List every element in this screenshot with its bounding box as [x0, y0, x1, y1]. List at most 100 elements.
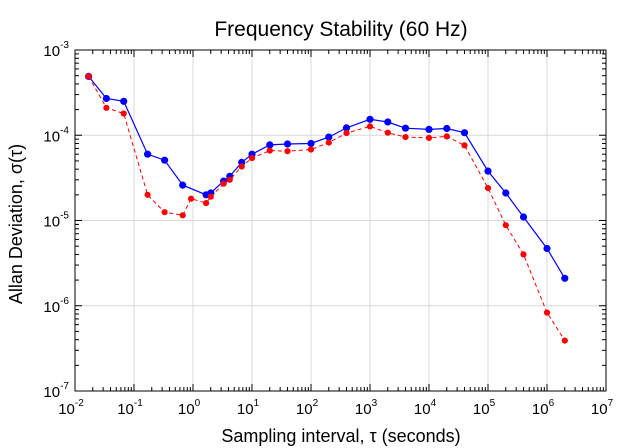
- x-tick-label-exponent: 1: [254, 398, 260, 409]
- series-2-point: [120, 110, 127, 117]
- series-2-point: [461, 142, 468, 149]
- series-2-point: [144, 191, 151, 198]
- y-tick-label-exponent: -7: [60, 381, 69, 392]
- x-tick-label: 101: [237, 398, 260, 418]
- x-tick-label: 100: [178, 398, 201, 418]
- series-1-point: [543, 244, 551, 253]
- x-tick-label: 105: [473, 398, 496, 418]
- x-tick-label: 107: [591, 398, 614, 418]
- chart-title: Frequency Stability (60 Hz): [214, 18, 467, 41]
- series-2: [85, 73, 568, 344]
- x-tick-label-exponent: 7: [608, 398, 614, 409]
- series-1-point: [266, 141, 274, 149]
- series-1-point: [484, 167, 492, 175]
- series-2-point: [502, 222, 509, 229]
- y-tick-label-base: 10: [43, 43, 60, 60]
- y-tick-label-base: 10: [43, 128, 60, 145]
- series-1-point: [425, 125, 433, 133]
- x-tick-label: 102: [296, 398, 319, 418]
- y-tick-label-exponent: -3: [60, 40, 69, 51]
- series-1-point: [161, 156, 169, 164]
- x-tick-label: 10-2: [58, 398, 84, 418]
- series-2-point: [188, 195, 195, 202]
- x-tick-label-base: 10: [473, 401, 490, 418]
- x-tick-label-exponent: 0: [195, 398, 201, 409]
- series-2-point: [248, 155, 256, 162]
- y-tick-label-base: 10: [43, 384, 60, 401]
- series-2-point: [161, 209, 168, 216]
- y-axis-title: Allan Deviation, σ(τ): [6, 144, 26, 304]
- x-tick-label-exponent: -2: [75, 398, 84, 409]
- x-tick-label-base: 10: [532, 401, 549, 418]
- series-2-point: [284, 148, 291, 155]
- y-tick-label: 10-7: [43, 381, 69, 401]
- series-2-point: [561, 337, 568, 344]
- x-axis-title: Sampling interval, τ (seconds): [221, 426, 460, 446]
- x-tick-label: 10-1: [117, 398, 143, 418]
- grid: [75, 50, 606, 391]
- x-tick-label-exponent: 2: [313, 398, 319, 409]
- series-1-point: [401, 124, 410, 132]
- y-tick-label: 10-4: [43, 125, 69, 145]
- x-tick-label-base: 10: [58, 401, 75, 418]
- x-tick-label-exponent: -1: [134, 398, 143, 409]
- series-2-point: [343, 130, 350, 137]
- series-2-point: [384, 129, 391, 136]
- series-1-point: [460, 129, 469, 137]
- series-2-line: [88, 76, 566, 341]
- series-2-point: [402, 134, 409, 141]
- x-tick-label-base: 10: [591, 401, 608, 418]
- y-tick-label: 10-3: [43, 40, 69, 60]
- series-1-point: [519, 213, 528, 221]
- series-1-line: [88, 76, 566, 279]
- series-2-point: [443, 133, 450, 140]
- x-tick-label: 104: [414, 398, 437, 418]
- series-1-point: [325, 133, 333, 141]
- series-2-point: [207, 193, 214, 200]
- x-tick-label-exponent: 4: [431, 398, 437, 409]
- series-2-point: [484, 185, 492, 192]
- y-tick-label-exponent: -4: [60, 125, 69, 136]
- x-tick-label-base: 10: [178, 401, 195, 418]
- x-tick-label-exponent: 3: [372, 398, 378, 409]
- x-tick-label-base: 10: [296, 401, 313, 418]
- series-2-point: [179, 212, 186, 219]
- series-1-point: [179, 181, 187, 189]
- series-2-point: [220, 180, 227, 187]
- series-2-point: [226, 176, 233, 183]
- x-tick-label-base: 10: [117, 401, 134, 418]
- series-layer: [85, 72, 569, 344]
- x-tick-label-base: 10: [355, 401, 372, 418]
- x-tick-label-base: 10: [237, 401, 254, 418]
- series-2-point: [238, 163, 245, 170]
- y-tick-label: 10-5: [43, 211, 69, 231]
- series-1-point: [120, 97, 128, 105]
- series-1-point: [561, 274, 569, 282]
- series-2-point: [520, 251, 527, 258]
- series-2-point: [266, 147, 273, 154]
- series-1-point: [144, 150, 152, 158]
- x-tick-label-base: 10: [414, 401, 431, 418]
- series-2-point: [103, 104, 110, 111]
- x-tick-labels: 10-2 10-1 100 101 102 103 104 105 106 107: [58, 398, 613, 418]
- series-1: [85, 72, 569, 282]
- series-1-point: [502, 189, 510, 197]
- y-tick-label-base: 10: [43, 214, 60, 231]
- series-2-point: [85, 73, 92, 80]
- x-tick-label: 106: [532, 398, 555, 418]
- y-tick-labels: 10-710-610-510-410-3: [43, 40, 69, 401]
- series-2-point: [325, 139, 332, 146]
- series-2-point: [203, 200, 210, 207]
- plot-frame: [74, 49, 607, 392]
- series-1-point: [283, 140, 292, 148]
- series-1-point: [342, 124, 351, 132]
- y-tick-label: 10-6: [43, 296, 69, 316]
- x-tick-label-exponent: 5: [490, 398, 496, 409]
- series-1-point: [102, 94, 110, 103]
- series-2-point: [307, 146, 315, 153]
- y-tick-label-base: 10: [43, 299, 60, 316]
- y-tick-label-exponent: -6: [60, 296, 69, 307]
- x-tick-label-exponent: 6: [549, 398, 555, 409]
- series-1-point: [384, 118, 392, 126]
